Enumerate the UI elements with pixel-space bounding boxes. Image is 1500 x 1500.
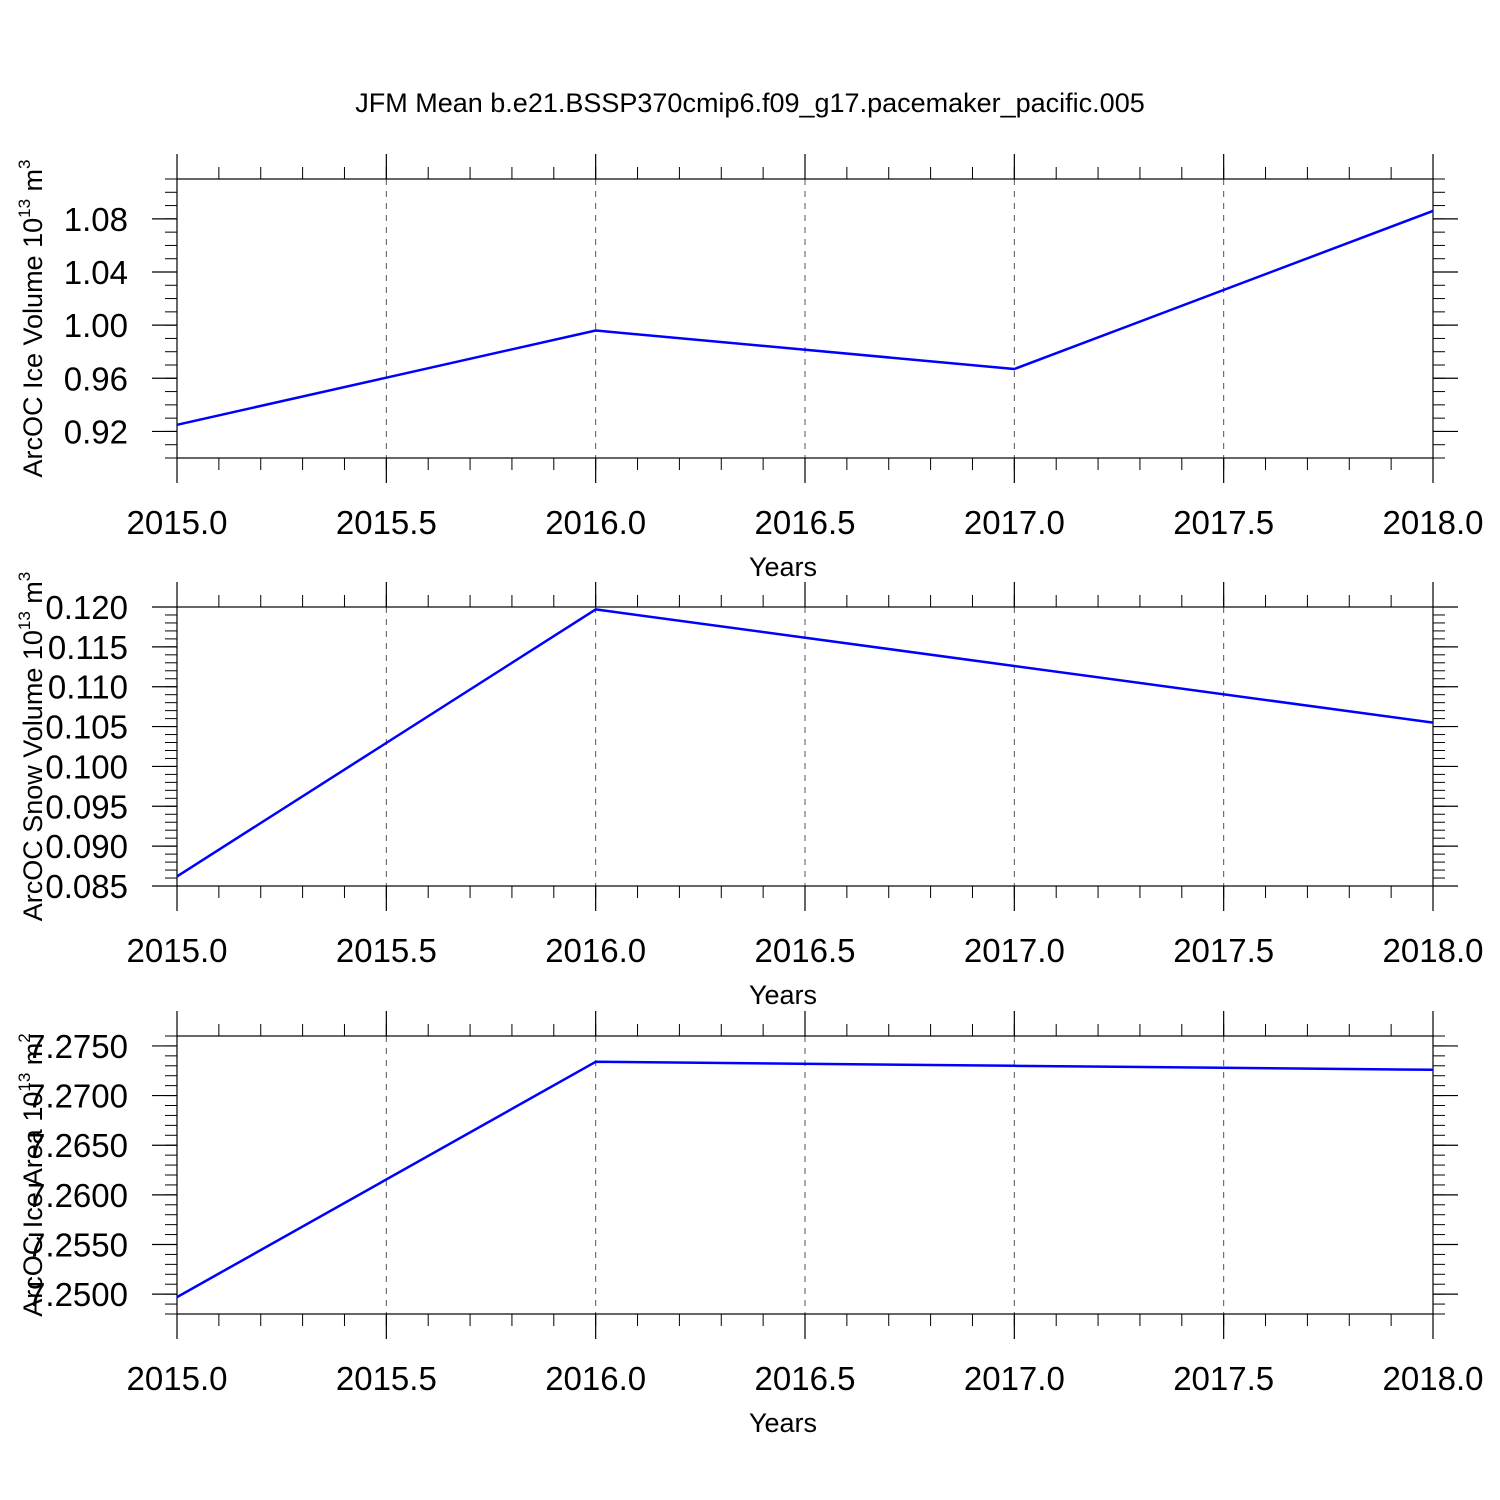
y-tick-label: 1.00 (64, 307, 128, 344)
y-tick-label: 0.085 (45, 868, 128, 905)
series-line (176, 1060, 1434, 1299)
x-tick-label: 2018.0 (1383, 932, 1484, 969)
x-tick-label: 2015.5 (336, 932, 437, 969)
y-tick-label: 0.090 (45, 828, 128, 865)
x-tick-label: 2015.5 (336, 504, 437, 541)
y-axis-title: ArcOC Snow Volume 1013 m3 (15, 572, 48, 922)
x-tick-label: 2016.5 (755, 932, 856, 969)
panel-2: 2015.0 2015.5 2016.0 2016.5 2017.0 2017.5 2018… (15, 572, 1483, 1010)
y-tick-label: 0.110 (48, 669, 128, 706)
x-tick-label: 2015.0 (127, 504, 228, 541)
x-tick-label: 2015.5 (336, 1360, 437, 1397)
panel-1: 2015.0 2015.5 2016.0 2016.5 2017.0 2017.5 2018… (15, 154, 1483, 582)
x-tick-label: 2016.5 (755, 504, 856, 541)
series-line (176, 209, 1434, 427)
x-tick-label: 2015.0 (127, 1360, 228, 1397)
x-tick-label: 2017.5 (1173, 932, 1274, 969)
x-tick-label: 2018.0 (1383, 1360, 1484, 1397)
x-tick-label: 2016.5 (755, 1360, 856, 1397)
x-axis-title: Years (749, 980, 817, 1010)
y-tick-label: 0.100 (45, 748, 128, 785)
y-tick-label: 0.120 (45, 589, 128, 626)
y-tick-label: 7.2600 (27, 1177, 128, 1214)
x-tick-label: 2017.5 (1173, 504, 1274, 541)
y-tick-label: 7.2700 (27, 1078, 128, 1115)
x-tick-label: 2017.0 (964, 504, 1065, 541)
x-tick-label: 2017.0 (964, 932, 1065, 969)
y-tick-label: 7.2500 (27, 1276, 128, 1313)
series-line (176, 608, 1434, 878)
y-tick-label: 7.2750 (27, 1028, 128, 1065)
y-tick-label: 7.2650 (27, 1127, 128, 1164)
chart-title: JFM Mean b.e21.BSSP370cmip6.f09_g17.pace… (355, 88, 1144, 118)
y-tick-label: 1.04 (64, 254, 128, 291)
y-tick-label: 0.095 (45, 788, 128, 825)
y-tick-label: 0.92 (64, 413, 128, 450)
y-tick-label: 0.115 (48, 629, 128, 666)
y-tick-label: 0.105 (45, 709, 128, 746)
x-tick-label: 2017.0 (964, 1360, 1065, 1397)
x-tick-label: 2016.0 (545, 932, 646, 969)
x-tick-label: 2018.0 (1383, 504, 1484, 541)
y-axis-title: ArcOC Ice Volume 1013 m3 (15, 159, 48, 477)
x-tick-label: 2016.0 (545, 504, 646, 541)
x-tick-label: 2016.0 (545, 1360, 646, 1397)
y-axis-title: ArcOC Ice Area 1013 m2 (15, 1033, 48, 1317)
x-axis-title: Years (749, 1408, 817, 1438)
y-tick-label: 0.96 (64, 360, 128, 397)
x-axis-title: Years (749, 552, 817, 582)
x-tick-label: 2015.0 (127, 932, 228, 969)
y-tick-label: 1.08 (64, 201, 128, 238)
panel-3: 2015.0 2015.5 2016.0 2016.5 2017.0 2017.5 2018… (15, 1011, 1483, 1438)
x-tick-label: 2017.5 (1173, 1360, 1274, 1397)
y-tick-label: 7.2550 (27, 1227, 128, 1264)
